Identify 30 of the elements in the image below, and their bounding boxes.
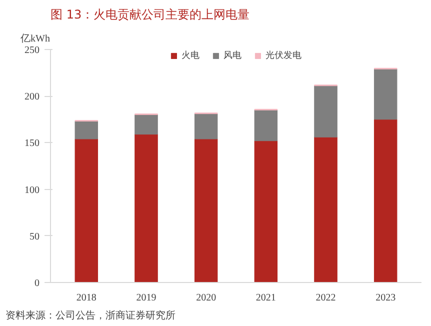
y-tick-label: 50 (30, 231, 40, 242)
bar (254, 140, 278, 282)
x-tick-label: 2021 (256, 292, 276, 304)
x-tick-label: 2019 (136, 292, 156, 304)
bar (314, 86, 338, 138)
bar (134, 114, 158, 135)
x-tick-label: 2020 (196, 292, 216, 304)
y-tick-label: 200 (24, 92, 40, 103)
text: 资料来源：公司公告，浙商证券研究所 (6, 310, 176, 322)
x-tick-label: 2023 (376, 292, 396, 304)
bar (74, 121, 98, 140)
legend-label: 光伏发电 (266, 50, 302, 62)
y-tick-label: 0 (34, 278, 40, 289)
bar (374, 68, 398, 120)
legend-label: 风电 (224, 50, 242, 62)
x-tick-label: 2018 (76, 292, 96, 304)
x-tick-label: 2022 (316, 292, 336, 304)
chart-title: 图 13：火电贡献公司主要的上网电量 (50, 8, 250, 22)
bar (134, 134, 158, 282)
y-tick-label: 100 (24, 184, 40, 196)
y-tick-label: 250 (24, 45, 40, 56)
bar (194, 114, 218, 140)
bar (314, 136, 338, 282)
y-tick-label: 150 (24, 138, 40, 150)
bar (374, 119, 398, 282)
legend-label: 火电 (182, 50, 200, 62)
bar (254, 110, 278, 142)
y-axis-title: 亿kWh (20, 34, 50, 44)
bar (194, 138, 218, 282)
bar (74, 138, 98, 282)
